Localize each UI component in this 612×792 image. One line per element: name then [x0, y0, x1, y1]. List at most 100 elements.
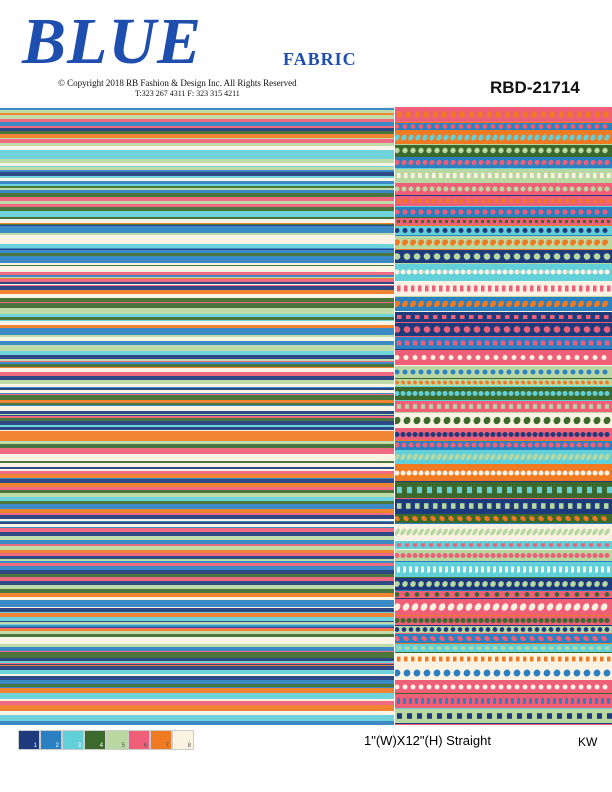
motif	[550, 528, 556, 536]
motif	[526, 553, 532, 558]
motif	[568, 553, 574, 558]
motif	[497, 486, 502, 494]
motif	[450, 442, 456, 448]
motif	[474, 172, 478, 179]
motif	[541, 698, 544, 704]
motif	[460, 315, 465, 319]
motif	[554, 209, 560, 215]
motif	[559, 220, 562, 223]
motif	[545, 380, 549, 385]
motif	[509, 199, 513, 203]
motif	[592, 355, 598, 360]
motif	[503, 326, 511, 333]
motif	[607, 220, 610, 223]
motif	[442, 111, 447, 118]
motif	[527, 713, 532, 719]
motif	[557, 543, 561, 547]
motif	[433, 315, 438, 319]
motif	[547, 220, 550, 223]
stripe	[0, 233, 394, 235]
motif	[450, 369, 456, 375]
band-edge	[395, 428, 612, 429]
motif	[457, 355, 463, 360]
motif	[474, 592, 480, 597]
motif	[493, 635, 499, 642]
motif	[481, 698, 484, 704]
motif	[488, 199, 492, 203]
motif	[520, 432, 526, 437]
motif	[475, 220, 478, 223]
motif	[594, 147, 600, 154]
motif	[484, 515, 490, 522]
motif	[519, 603, 527, 611]
motif	[493, 543, 497, 547]
stripe	[0, 533, 394, 536]
motif	[429, 442, 435, 448]
motif	[537, 486, 542, 494]
band-edge	[395, 296, 612, 297]
motif	[423, 669, 431, 677]
motif	[403, 253, 411, 260]
motif	[553, 698, 556, 704]
motif	[457, 713, 462, 719]
motif	[562, 684, 568, 690]
motif	[424, 453, 430, 461]
motif	[520, 528, 526, 536]
motif	[464, 134, 470, 141]
motif	[513, 253, 521, 260]
motif	[427, 698, 430, 704]
motif	[453, 404, 457, 409]
motif	[530, 656, 534, 662]
motif	[478, 391, 484, 396]
motif	[605, 646, 609, 650]
motif	[556, 553, 562, 558]
motif	[576, 442, 582, 448]
motif	[429, 603, 437, 611]
motif	[461, 404, 465, 409]
motif	[502, 199, 506, 203]
motif	[404, 285, 408, 292]
motif	[579, 172, 583, 179]
motif	[411, 656, 415, 662]
motif	[529, 220, 532, 223]
motif	[478, 618, 484, 623]
motif	[460, 199, 464, 203]
motif	[556, 269, 562, 275]
stripe	[0, 282, 394, 284]
motif	[520, 159, 526, 166]
motif	[424, 391, 430, 396]
stripe	[0, 501, 394, 504]
motif	[602, 369, 608, 375]
motif	[450, 124, 456, 129]
motif	[429, 646, 433, 650]
stripe	[0, 524, 394, 527]
motif	[544, 470, 550, 476]
motif	[442, 124, 448, 129]
motif	[562, 553, 568, 558]
motif	[439, 220, 442, 223]
motif	[593, 380, 597, 385]
motif	[521, 380, 525, 385]
motif	[481, 172, 485, 179]
motif	[493, 326, 501, 333]
stripe	[0, 361, 394, 362]
stripe	[0, 285, 394, 286]
motif	[450, 684, 456, 690]
motif	[581, 380, 585, 385]
band-edge	[395, 723, 612, 724]
band	[395, 413, 612, 428]
motif	[544, 553, 550, 558]
motif	[550, 553, 556, 558]
band-edge	[395, 440, 612, 441]
motif	[532, 315, 537, 319]
motif	[394, 627, 400, 632]
motif	[502, 618, 508, 623]
motif	[550, 618, 556, 623]
motif	[453, 340, 457, 346]
stripe	[0, 647, 394, 651]
motif	[499, 220, 502, 223]
motif	[426, 239, 432, 246]
stripe	[0, 325, 394, 328]
motif	[414, 592, 420, 597]
motif	[430, 515, 436, 522]
